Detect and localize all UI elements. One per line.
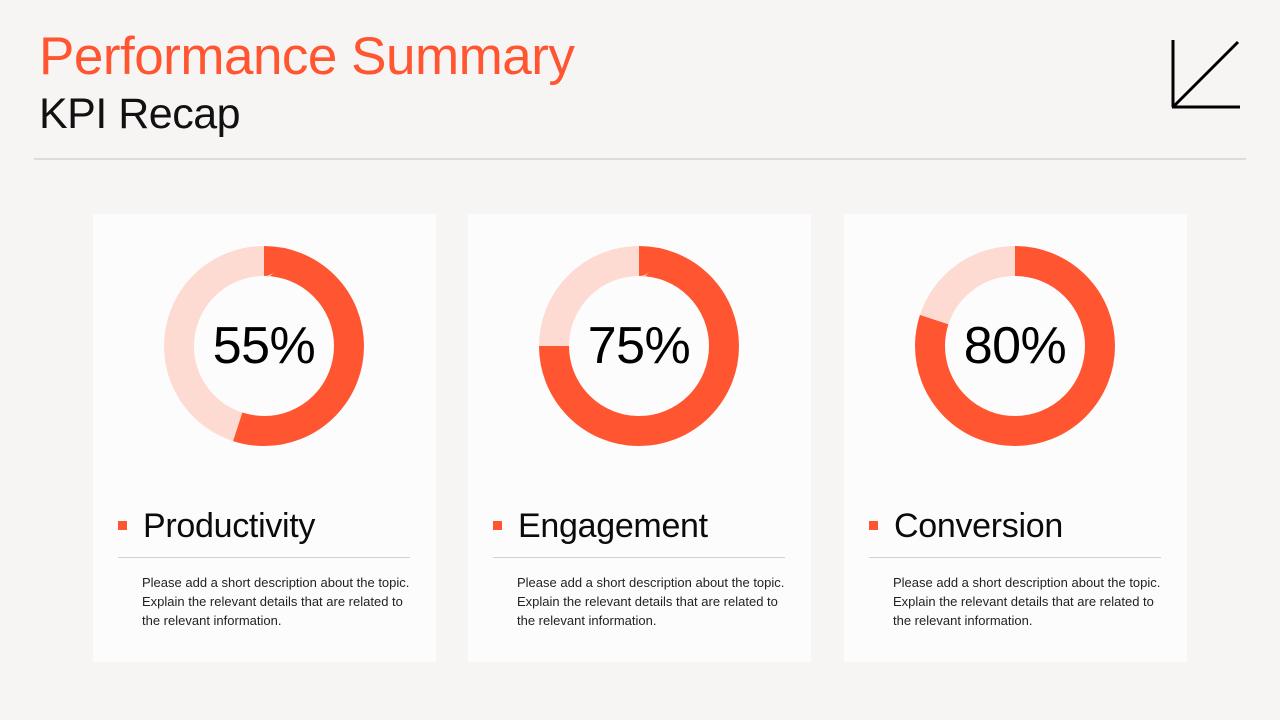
kpi-name: Productivity (143, 506, 316, 545)
donut-segment-remaining (539, 246, 739, 446)
kpi-heading: Productivity (118, 504, 315, 548)
kpi-card-engagement: 75% Engagement Please add a short descri… (468, 214, 811, 662)
kpi-description: Please add a short description about the… (517, 575, 785, 628)
kpi-card-productivity: 55% Productivity Please add a short desc… (93, 214, 436, 662)
kpi-description: Please add a short description about the… (893, 575, 1161, 628)
donut-segment-remaining (164, 246, 364, 446)
kpi-description: Please add a short description about the… (142, 575, 410, 628)
donut-segment-remaining (915, 246, 1115, 446)
donut-chart: 80% (915, 246, 1115, 446)
page-subtitle: KPI Recap (39, 90, 241, 138)
donut-chart: 55% (164, 246, 364, 446)
kpi-heading: Conversion (869, 504, 1063, 548)
bullet-square-icon (493, 520, 502, 530)
donut-value: 80% (963, 317, 1067, 375)
card-divider (118, 557, 410, 558)
page-title: Performance Summary (39, 27, 575, 86)
card-divider (493, 557, 785, 558)
card-divider (869, 557, 1161, 558)
donut-value: 75% (587, 317, 691, 375)
kpi-name: Conversion (894, 506, 1063, 545)
bullet-square-icon (869, 520, 878, 530)
bullet-square-icon (118, 520, 127, 530)
donut-value: 55% (212, 317, 316, 375)
kpi-name: Engagement (518, 506, 708, 545)
chart-axis-diagonal-icon (1168, 36, 1246, 112)
kpi-card-conversion: 80% Conversion Please add a short descri… (844, 214, 1187, 662)
donut-chart: 75% (539, 246, 739, 446)
kpi-heading: Engagement (493, 504, 708, 548)
header-separator (34, 158, 1246, 160)
